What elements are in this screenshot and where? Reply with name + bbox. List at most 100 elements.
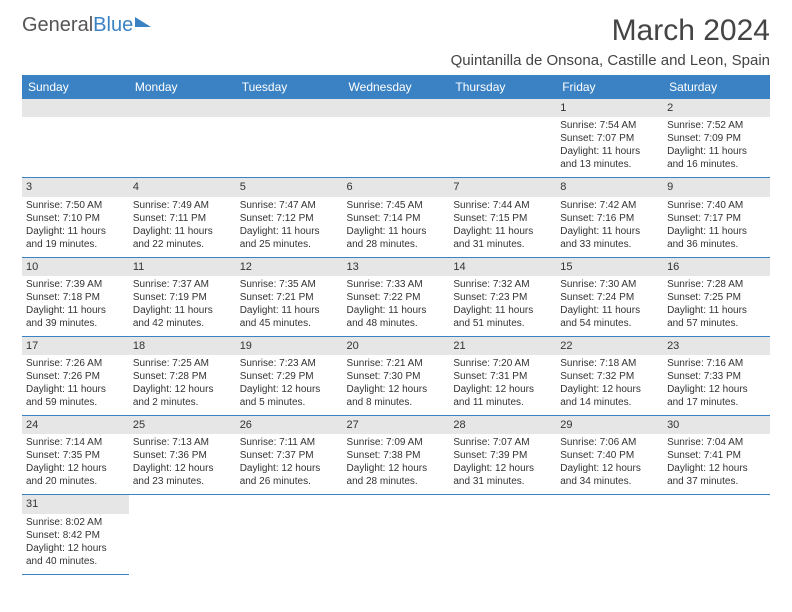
calendar-row: 3Sunrise: 7:50 AMSunset: 7:10 PMDaylight… — [22, 178, 770, 257]
day-number-bar — [449, 99, 556, 117]
sunset-text: Sunset: 7:26 PM — [26, 370, 125, 383]
sunset-text: Sunset: 7:25 PM — [667, 291, 766, 304]
calendar-cell: 10Sunrise: 7:39 AMSunset: 7:18 PMDayligh… — [22, 257, 129, 336]
calendar-cell: 29Sunrise: 7:06 AMSunset: 7:40 PMDayligh… — [556, 416, 663, 495]
sunset-text: Sunset: 7:24 PM — [560, 291, 659, 304]
day-number: 9 — [663, 178, 770, 196]
day-number: 18 — [129, 337, 236, 355]
calendar-cell: 11Sunrise: 7:37 AMSunset: 7:19 PMDayligh… — [129, 257, 236, 336]
sunrise-text: Sunrise: 7:04 AM — [667, 436, 766, 449]
sunrise-text: Sunrise: 7:07 AM — [453, 436, 552, 449]
day-number: 1 — [556, 99, 663, 117]
day-number: 11 — [129, 258, 236, 276]
daylight-text: Daylight: 11 hours and 59 minutes. — [26, 383, 125, 409]
sunrise-text: Sunrise: 7:44 AM — [453, 199, 552, 212]
sunset-text: Sunset: 7:10 PM — [26, 212, 125, 225]
calendar-cell: 23Sunrise: 7:16 AMSunset: 7:33 PMDayligh… — [663, 336, 770, 415]
day-number: 12 — [236, 258, 343, 276]
calendar-cell — [663, 495, 770, 574]
daylight-text: Daylight: 11 hours and 45 minutes. — [240, 304, 339, 330]
calendar-cell — [236, 99, 343, 178]
daylight-text: Daylight: 11 hours and 31 minutes. — [453, 225, 552, 251]
sunrise-text: Sunrise: 7:23 AM — [240, 357, 339, 370]
sunset-text: Sunset: 7:40 PM — [560, 449, 659, 462]
day-number: 24 — [22, 416, 129, 434]
calendar-cell: 1Sunrise: 7:54 AMSunset: 7:07 PMDaylight… — [556, 99, 663, 178]
daylight-text: Daylight: 12 hours and 37 minutes. — [667, 462, 766, 488]
day-number: 22 — [556, 337, 663, 355]
calendar-cell: 12 Sunrise: 7:35 AMSunset: 7:21 PMDayligh… — [236, 257, 343, 336]
title-block: March 2024 Quintanilla de Onsona, Castil… — [451, 14, 770, 69]
sunset-text: Sunset: 7:07 PM — [560, 132, 659, 145]
calendar-cell: 26Sunrise: 7:11 AMSunset: 7:37 PMDayligh… — [236, 416, 343, 495]
sunset-text: Sunset: 7:18 PM — [26, 291, 125, 304]
sunset-text: Sunset: 7:09 PM — [667, 132, 766, 145]
day-number: 20 — [343, 337, 450, 355]
calendar-row: 17Sunrise: 7:26 AMSunset: 7:26 PMDayligh… — [22, 336, 770, 415]
sunset-text: Sunset: 7:15 PM — [453, 212, 552, 225]
sunset-text: Sunset: 7:38 PM — [347, 449, 446, 462]
calendar-row: 1Sunrise: 7:54 AMSunset: 7:07 PMDaylight… — [22, 99, 770, 178]
daylight-text: Daylight: 12 hours and 31 minutes. — [453, 462, 552, 488]
sunrise-text: Sunrise: 7:06 AM — [560, 436, 659, 449]
calendar-cell: 7 Sunrise: 7:44 AMSunset: 7:15 PMDaylight… — [449, 178, 556, 257]
daylight-text: Daylight: 11 hours and 16 minutes. — [667, 145, 766, 171]
calendar-cell: 20Sunrise: 7:21 AMSunset: 7:30 PMDayligh… — [343, 336, 450, 415]
calendar-cell: 4Sunrise: 7:49 AMSunset: 7:11 PMDaylight… — [129, 178, 236, 257]
sunset-text: Sunset: 7:35 PM — [26, 449, 125, 462]
sunset-text: Sunset: 7:21 PM — [240, 291, 339, 304]
day-number: 13 — [343, 258, 450, 276]
weekday-header: Friday — [556, 75, 663, 99]
calendar-cell: 8Sunrise: 7:42 AMSunset: 7:16 PMDaylight… — [556, 178, 663, 257]
day-number: 5 — [236, 178, 343, 196]
sunset-text: Sunset: 7:16 PM — [560, 212, 659, 225]
sunrise-text: Sunrise: 7:40 AM — [667, 199, 766, 212]
calendar-cell: 9Sunrise: 7:40 AMSunset: 7:17 PMDaylight… — [663, 178, 770, 257]
sunset-text: Sunset: 7:14 PM — [347, 212, 446, 225]
sunset-text: Sunset: 7:23 PM — [453, 291, 552, 304]
calendar-cell: 28Sunrise: 7:07 AMSunset: 7:39 PMDayligh… — [449, 416, 556, 495]
calendar-cell: 17Sunrise: 7:26 AMSunset: 7:26 PMDayligh… — [22, 336, 129, 415]
calendar-cell — [236, 495, 343, 574]
weekday-header: Tuesday — [236, 75, 343, 99]
sunrise-text: Sunrise: 7:42 AM — [560, 199, 659, 212]
day-number: 31 — [22, 495, 129, 513]
sunset-text: Sunset: 7:19 PM — [133, 291, 232, 304]
calendar-cell: 13Sunrise: 7:33 AMSunset: 7:22 PMDayligh… — [343, 257, 450, 336]
daylight-text: Daylight: 11 hours and 19 minutes. — [26, 225, 125, 251]
day-number: 7 — [449, 178, 556, 196]
sunset-text: Sunset: 7:33 PM — [667, 370, 766, 383]
day-number: 15 — [556, 258, 663, 276]
weekday-header-row: Sunday Monday Tuesday Wednesday Thursday… — [22, 75, 770, 99]
day-number: 8 — [556, 178, 663, 196]
day-number: 25 — [129, 416, 236, 434]
calendar-row: 24 Sunrise: 7:14 AMSunset: 7:35 PM Dayligh… — [22, 416, 770, 495]
calendar-cell: 16Sunrise: 7:28 AMSunset: 7:25 PMDayligh… — [663, 257, 770, 336]
daylight-text: Daylight: 12 hours and 5 minutes. — [240, 383, 339, 409]
day-number-bar — [129, 99, 236, 117]
daylight-text: Daylight: 11 hours and 54 minutes. — [560, 304, 659, 330]
daylight-text: Daylight: 11 hours and 36 minutes. — [667, 225, 766, 251]
sunrise-text: Sunrise: 7:35 AM — [240, 278, 339, 291]
sunrise-text: Sunrise: 7:14 AM — [26, 436, 125, 449]
calendar-cell — [449, 99, 556, 178]
calendar-cell: 18Sunrise: 7:25 AMSunset: 7:28 PMDayligh… — [129, 336, 236, 415]
weekday-header: Thursday — [449, 75, 556, 99]
calendar-cell: 24Sunrise: 7:14 AMSunset: 7:35 PMDayligh… — [22, 416, 129, 495]
weekday-header: Wednesday — [343, 75, 450, 99]
daylight-text: Daylight: 11 hours and 13 minutes. — [560, 145, 659, 171]
location: Quintanilla de Onsona, Castille and Leon… — [451, 52, 770, 69]
calendar-row: 31Sunrise: 8:02 AMSunset: 8:42 PMDayligh… — [22, 495, 770, 574]
header: GeneralBlue March 2024 Quintanilla de On… — [22, 14, 770, 69]
sunrise-text: Sunrise: 7:52 AM — [667, 119, 766, 132]
sunrise-text: Sunrise: 7:11 AM — [240, 436, 339, 449]
calendar-cell — [343, 495, 450, 574]
daylight-text: Daylight: 11 hours and 39 minutes. — [26, 304, 125, 330]
sunrise-text: Sunrise: 7:47 AM — [240, 199, 339, 212]
day-number: 3 — [22, 178, 129, 196]
sunrise-text: Sunrise: 7:32 AM — [453, 278, 552, 291]
calendar-cell: 15Sunrise: 7:30 AMSunset: 7:24 PMDayligh… — [556, 257, 663, 336]
day-number-bar — [236, 99, 343, 117]
sunrise-text: Sunrise: 7:45 AM — [347, 199, 446, 212]
sunrise-text: Sunrise: 7:50 AM — [26, 199, 125, 212]
